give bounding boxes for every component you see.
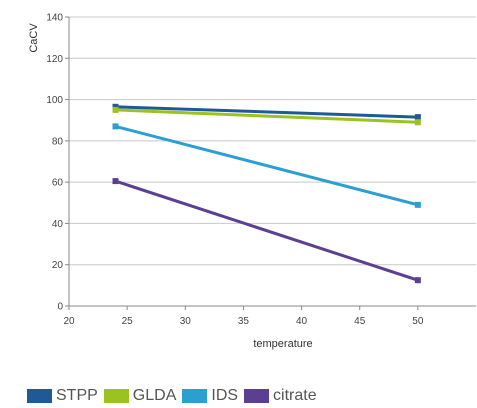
axes [65,16,476,310]
legend-swatch [182,389,208,403]
y-tick-label: 120 [46,54,63,65]
series-lines [112,103,421,284]
data-point-GLDA [112,106,119,113]
legend-label: GLDA [132,387,177,404]
y-axis-title: CaCV [28,23,40,53]
y-tick-label: 140 [46,13,63,24]
legend: STPP GLDA IDS citrate [27,387,323,405]
legend-swatch [27,389,52,403]
series-line-citrate [115,179,419,282]
legend-swatch [103,389,129,403]
y-tick-label: 60 [52,178,64,189]
y-tick-label: 20 [52,260,64,271]
x-tick-label: 20 [63,316,75,327]
data-point-citrate [414,277,421,284]
x-tick-label: 30 [180,316,192,327]
legend-item-citrate: citrate [244,387,317,405]
data-point-IDS [112,123,119,130]
y-tick-label: 0 [57,302,63,313]
x-axis-title: temperature [253,338,312,350]
y-tick-label: 40 [52,219,64,230]
y-tick-label: 100 [46,95,63,106]
x-tick-label: 40 [296,316,308,327]
legend-item-STPP: STPP [27,387,98,405]
data-point-citrate [112,178,119,185]
series-line-GLDA [115,108,418,124]
legend-item-IDS: IDS [182,387,238,405]
series-line-IDS [115,124,419,207]
x-tick-label: 50 [412,316,424,327]
x-tick-label: 25 [122,316,134,327]
legend-label: IDS [211,387,239,404]
data-point-GLDA [414,119,421,126]
legend-label: citrate [273,387,317,404]
series-line-STPP [115,105,418,119]
y-tick-label: 80 [52,136,64,147]
x-tick-label: 35 [238,316,250,327]
grid-lines [69,16,476,266]
data-point-STPP [112,103,119,110]
x-tick-label: 45 [354,316,366,327]
data-point-IDS [414,201,421,208]
legend-swatch [244,389,270,403]
data-point-STPP [414,114,421,121]
legend-item-GLDA: GLDA [103,387,177,405]
legend-label: STPP [56,387,98,404]
